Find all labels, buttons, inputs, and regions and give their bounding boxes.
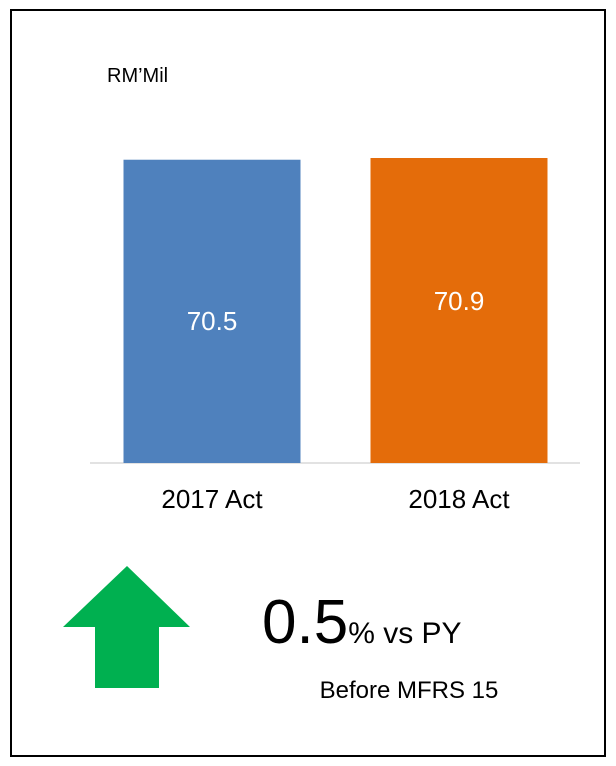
- up-arrow: [63, 566, 190, 688]
- change-value: 0.5: [262, 588, 348, 657]
- bar: [370, 158, 548, 463]
- change-text: 0.5% vs PY: [262, 588, 462, 657]
- x-tick-label: 2017 Act: [161, 484, 263, 514]
- unit-label: RM’Mil: [107, 65, 168, 87]
- bar: [123, 159, 301, 463]
- change-label: % vs PY: [348, 617, 461, 650]
- x-tick-label: 2018 Act: [408, 484, 510, 514]
- note: Before MFRS 15: [320, 677, 499, 704]
- data-label: 70.5: [187, 306, 238, 336]
- data-label: 70.9: [434, 286, 485, 316]
